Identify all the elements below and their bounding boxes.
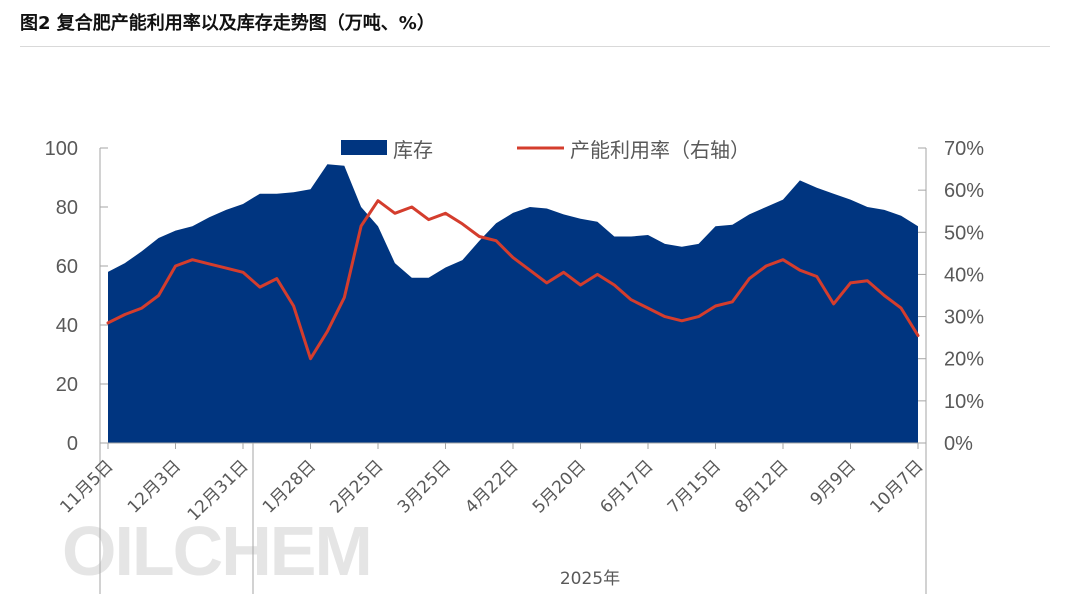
right-tick-label: 20% xyxy=(944,349,984,371)
left-tick-label: 20 xyxy=(56,374,78,396)
utilization-line xyxy=(106,199,920,361)
right-tick-label: 70% xyxy=(944,138,984,160)
left-tick-label: 60 xyxy=(56,256,78,278)
year-label: 2025年 xyxy=(560,569,620,589)
left-tick-label: 0 xyxy=(67,433,78,455)
x-tick-label: 7月15日 xyxy=(664,456,725,517)
right-tick-label: 40% xyxy=(944,264,984,286)
right-tick-label: 30% xyxy=(944,307,984,329)
x-tick-label: 12月3日 xyxy=(124,456,185,517)
legend-swatch-inventory xyxy=(341,140,387,155)
right-tick-label: 50% xyxy=(944,222,984,244)
watermark-logo: OILCHEM xyxy=(62,512,371,590)
inventory-area xyxy=(108,164,918,443)
left-tick-label: 80 xyxy=(56,197,78,219)
chart-title: 图2 复合肥产能利用率以及库存走势图（万吨、%） xyxy=(20,13,435,34)
left-tick-label: 100 xyxy=(45,138,78,160)
x-tick-label: 9月9日 xyxy=(807,456,860,509)
right-tick-label: 60% xyxy=(944,180,984,202)
x-tick-label: 6月17日 xyxy=(596,456,657,517)
right-tick-label: 10% xyxy=(944,391,984,413)
right-tick-label: 0% xyxy=(944,433,973,455)
legend-label-utilization: 产能利用率（右轴） xyxy=(570,138,750,162)
x-tick-label: 4月22日 xyxy=(461,456,522,517)
x-tick-label: 10月7日 xyxy=(866,456,927,517)
title-divider xyxy=(20,46,1050,47)
left-tick-label: 40 xyxy=(56,315,78,337)
legend-label-inventory: 库存 xyxy=(393,138,433,162)
x-tick-label: 5月20日 xyxy=(529,456,590,517)
x-tick-label: 3月25日 xyxy=(394,456,455,517)
x-tick-label: 2月25日 xyxy=(326,456,387,517)
x-tick-label: 8月12日 xyxy=(731,456,792,517)
x-tick-label: 1月28日 xyxy=(259,456,320,517)
x-tick-label: 11月5日 xyxy=(56,456,117,517)
